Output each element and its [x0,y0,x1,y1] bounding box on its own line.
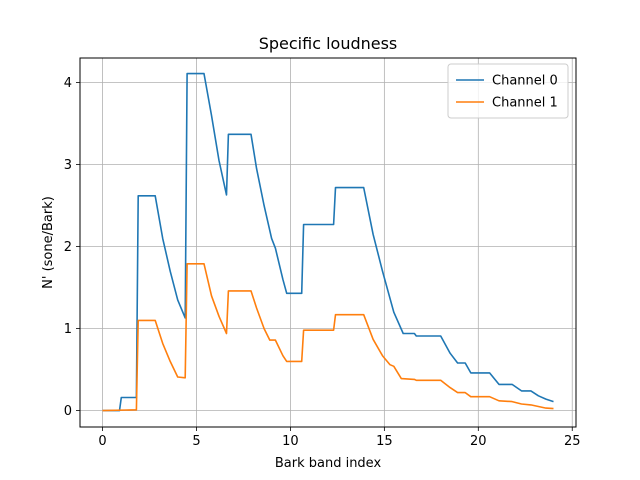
y-tick-label-3: 3 [64,158,72,173]
x-tick-label-3: 15 [376,434,393,449]
legend-box [447,63,569,119]
x-axis-label: Bark band index [275,456,382,471]
y-axis-label: N' (sone/Bark) [41,196,56,289]
legend: Channel 0 Channel 1 [447,63,569,119]
legend-entry-1: Channel 1 [492,96,558,111]
grid [80,58,576,427]
series-line-0 [102,72,554,412]
x-tick-label-0: 0 [98,434,106,449]
plot-frame [79,57,577,428]
legend-entry-0: Channel 0 [492,74,558,89]
y-tick-label-1: 1 [64,322,72,337]
x-tick-label-5: 25 [564,434,581,449]
y-tick-label-2: 2 [64,240,72,255]
chart-title: Specific loudness [259,34,398,53]
y-tick-label-4: 4 [64,76,72,91]
x-tick-label-4: 20 [470,434,487,449]
x-tick-label-2: 10 [282,434,299,449]
series-line-1 [102,263,554,412]
ticks: 0 5 10 15 20 25 0 1 2 3 4 [64,76,581,449]
y-tick-label-0: 0 [64,404,72,419]
series-lines [102,72,554,412]
x-tick-label-1: 5 [192,434,200,449]
